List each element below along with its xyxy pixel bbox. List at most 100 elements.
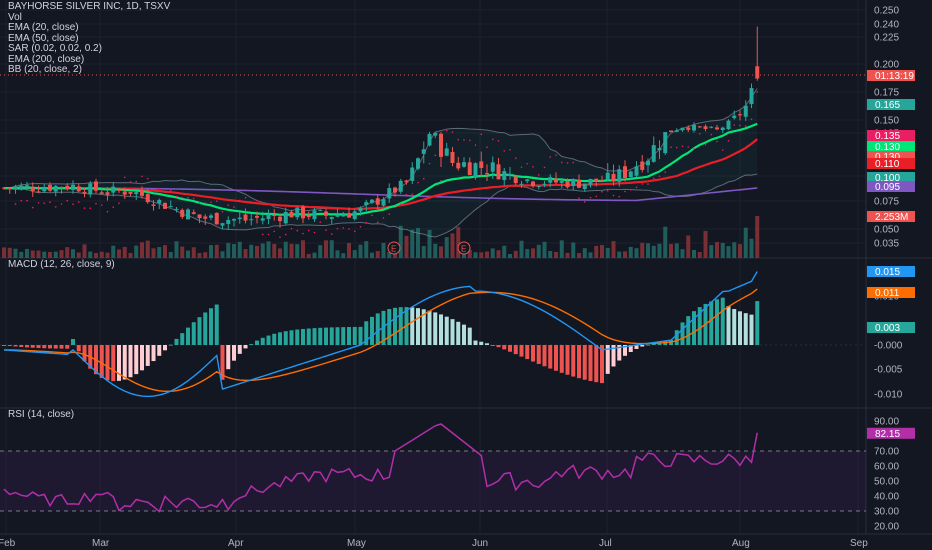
volume-bar [605, 247, 610, 258]
candle-body [525, 179, 530, 182]
sar-dot [566, 162, 569, 164]
sar-dot [60, 203, 63, 205]
sar-dot [750, 118, 753, 121]
volume-bar [559, 240, 564, 258]
price-badge-bg [867, 151, 915, 162]
volume-bar [726, 246, 731, 258]
sar-dot [440, 179, 442, 182]
candle-body [2, 187, 6, 189]
legend-ema20[interactable]: EMA (20, close) [8, 22, 79, 33]
candle-body [151, 204, 156, 206]
volume-bar [594, 245, 599, 258]
macd-legend[interactable]: MACD (12, 26, close, 9) [8, 259, 115, 271]
price-legend: BAYHORSE SILVER INC, 1D, TSXV Vol EMA (2… [8, 1, 171, 76]
candle-body [53, 185, 58, 192]
legend-sar[interactable]: SAR (0.02, 0.02, 0.2) [8, 43, 102, 54]
candle-body [71, 184, 75, 190]
earnings-marker: E [387, 241, 401, 255]
earnings-marker-circle [387, 241, 401, 255]
macd-histogram-bar [456, 321, 461, 345]
sar-dot [595, 195, 598, 198]
sar-dot [394, 206, 396, 209]
candle-body [433, 132, 438, 136]
candle-body [7, 188, 12, 190]
legend-ema50[interactable]: EMA (50, close) [8, 32, 79, 44]
macd-histogram-bar [295, 329, 300, 345]
macd-histogram-bar [168, 344, 173, 346]
volume-bar [674, 243, 679, 258]
price-badge-bg [867, 141, 915, 152]
macd-histogram-bar [151, 345, 156, 362]
sar-dot [399, 203, 402, 205]
volume-bar [341, 253, 346, 258]
macd-histogram-bar [99, 345, 104, 378]
macd-histogram-bar [674, 330, 679, 345]
macd-histogram-bar [36, 345, 41, 349]
candle-body [278, 216, 282, 222]
candle-body [559, 180, 564, 183]
macd-histogram-bar [128, 345, 133, 378]
macd-histogram-bar [59, 345, 64, 349]
sar-dot [612, 194, 615, 197]
sar-dot [382, 217, 385, 219]
time-tick-label: Mar [92, 538, 110, 549]
volume-bar [140, 242, 144, 258]
candle-body [703, 126, 708, 129]
rsi-legend[interactable]: RSI (14, close) [8, 409, 75, 421]
macd-histogram-bar [490, 345, 495, 346]
candle-body [726, 120, 731, 130]
candle-body [88, 183, 93, 195]
candle-body [105, 192, 110, 195]
volume-bar [577, 253, 581, 258]
sar-dot [388, 213, 391, 215]
macd-histogram-bar [577, 345, 581, 379]
volume-bar [381, 242, 386, 258]
macd-histogram-bar [318, 327, 323, 345]
candle-body [30, 187, 35, 192]
candle-body [439, 133, 443, 157]
candle-body [663, 132, 668, 154]
candle-body [686, 127, 691, 130]
macd-histogram-bar [387, 309, 392, 345]
legend-vol[interactable]: Vol [8, 11, 22, 23]
volume-bar [692, 249, 696, 258]
candle-body [738, 114, 742, 116]
sar-dot [537, 173, 540, 176]
volume-bar [180, 246, 185, 258]
volume-bar [554, 251, 558, 258]
volume-bar [220, 251, 225, 258]
rsi-label: RSI (14, close) [8, 409, 75, 420]
sar-dot [325, 229, 327, 231]
macd-histogram-bar [588, 345, 593, 382]
macd-histogram-bar [692, 311, 696, 345]
macd-histogram-bar [697, 307, 702, 345]
volume-bar [467, 249, 472, 258]
macd-histogram-bar [329, 327, 334, 345]
sar-dot [698, 133, 701, 135]
macd-histogram-bar [381, 310, 386, 345]
price-badge-label: 0.130 [875, 152, 900, 163]
candle-body [117, 189, 121, 191]
sar-dot [54, 206, 57, 208]
legend-bb[interactable]: BB (20, close, 2) [8, 64, 82, 75]
sar-dot [284, 233, 287, 236]
sar-dot [14, 203, 17, 205]
sar-dot [578, 197, 580, 199]
price-tick-label: 0.035 [874, 239, 899, 250]
macd-histogram-bar [48, 345, 52, 349]
sar-dot [670, 146, 672, 149]
volume-bar [680, 249, 685, 258]
sar-dot [192, 197, 195, 200]
macd-histogram-bar [582, 345, 587, 380]
legend-ema200[interactable]: EMA (200, close) [8, 53, 85, 65]
volume-bar [65, 247, 70, 258]
sar-dot [336, 227, 339, 230]
candle-body [203, 216, 208, 219]
chart-title[interactable]: BAYHORSE SILVER INC, 1D, TSXV [8, 1, 171, 12]
sar-dot [601, 190, 603, 193]
macd-histogram-bar [53, 345, 58, 349]
volume-bar [82, 244, 87, 258]
volume-bar [295, 244, 300, 258]
